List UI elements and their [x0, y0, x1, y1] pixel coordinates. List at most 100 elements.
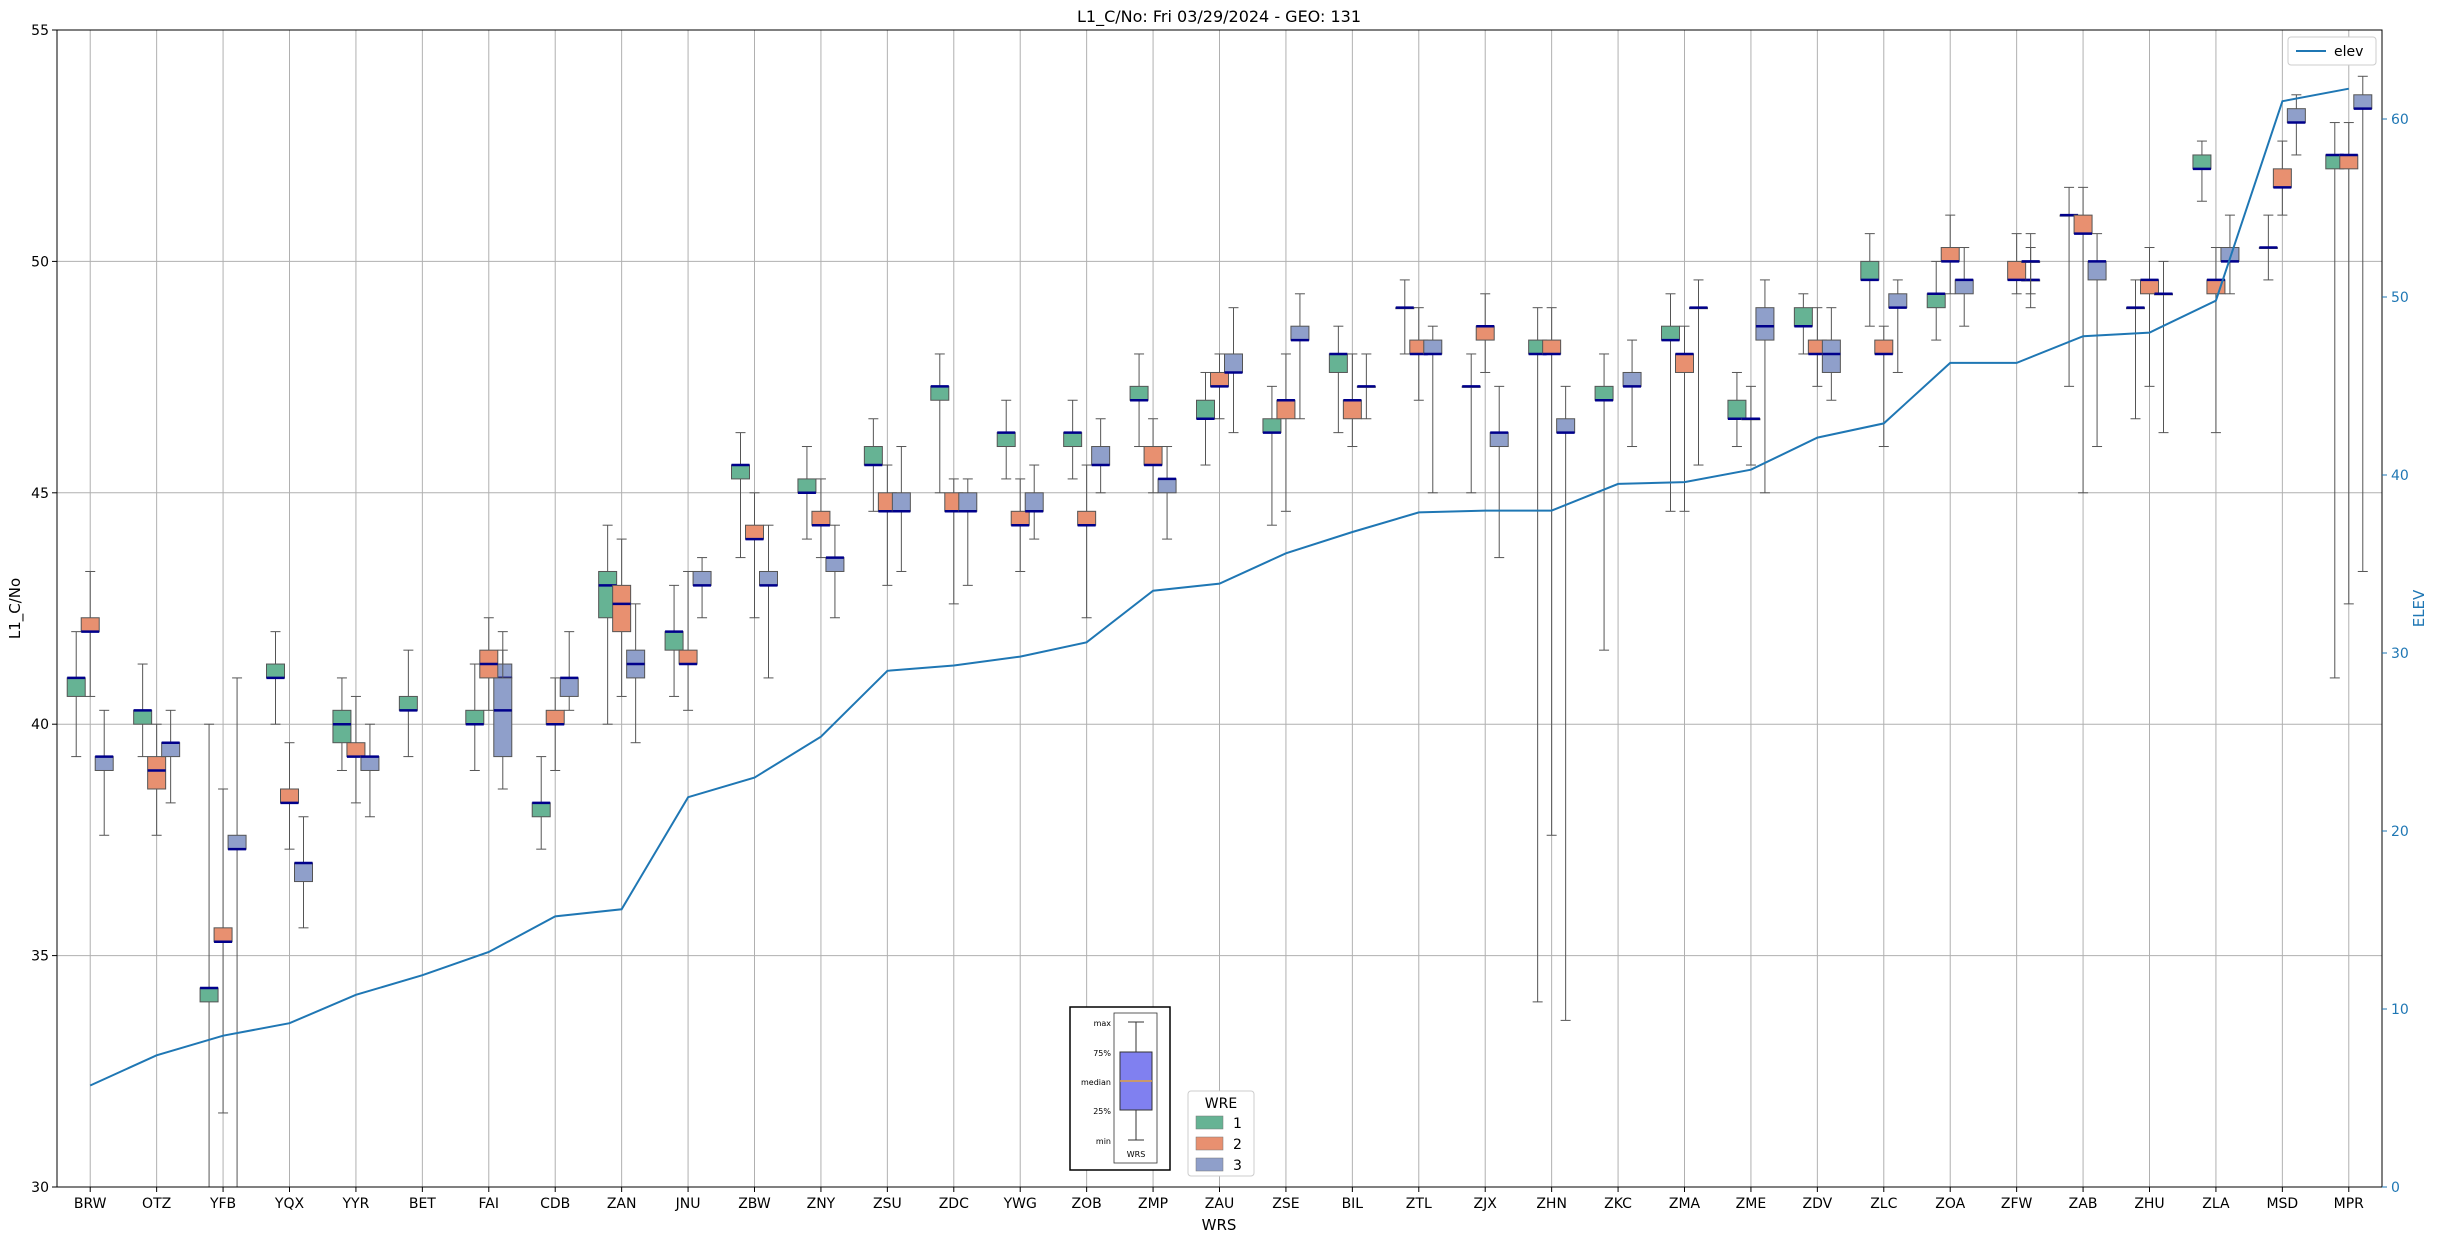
box-iqr — [199, 987, 219, 1003]
box-iqr — [66, 677, 86, 697]
box-iqr — [1622, 371, 1642, 387]
y2-tick-label: 50 — [2391, 290, 2409, 306]
inset-label: 25% — [1093, 1107, 1111, 1116]
box-iqr — [2073, 214, 2093, 235]
box-iqr — [1755, 307, 1775, 341]
box-iqr — [1423, 339, 1443, 355]
box-YFB-wre3 — [227, 677, 247, 1188]
box-ZHU-wre2 — [2140, 247, 2159, 387]
box-iqr — [545, 709, 565, 725]
box-iqr — [294, 862, 313, 883]
elev-line-series — [89, 87, 2349, 1087]
box-YFB-wre1 — [199, 723, 219, 1188]
box-ZBW-wre2 — [745, 492, 764, 619]
box-ZOA-wre1 — [1926, 260, 1946, 341]
box-BRW-wre3 — [94, 709, 114, 836]
box-iqr — [1556, 418, 1576, 434]
x-tick-label: ZMP — [1138, 1196, 1168, 1212]
inset-axis-frame — [1113, 1012, 1158, 1164]
box-iqr — [133, 709, 153, 725]
box-iqr — [891, 492, 911, 512]
box-ZOB-wre1 — [1063, 399, 1083, 480]
box-iqr — [1940, 247, 1960, 262]
x-tick-label: ZAU — [1205, 1196, 1234, 1212]
legend-box — [2287, 36, 2377, 66]
box-iqr — [531, 802, 551, 818]
box-ZJX-wre3 — [1489, 385, 1509, 559]
box-YWG-wre1 — [996, 399, 1016, 480]
box-ZAB-wre1 — [2059, 186, 2079, 387]
box-explanation-inset: max 75% median 25% min WRS — [1069, 1006, 1171, 1171]
box-ZTL-wre3 — [1423, 325, 1443, 494]
box-MSD-wre3 — [2286, 94, 2306, 156]
box-iqr — [1091, 446, 1111, 466]
x-tick-label: ZBW — [738, 1196, 771, 1212]
box-ZFW-wre2 — [2007, 233, 2027, 295]
y2-tick-label: 40 — [2391, 468, 2409, 484]
box-FAI-wre3 — [493, 649, 513, 790]
x-tick-label: ZLC — [1870, 1196, 1897, 1212]
inset-xlabel: WRS — [1127, 1150, 1146, 1159]
y2-axis-label: ELEV — [2410, 589, 2428, 627]
box-iqr — [1342, 399, 1362, 420]
box-iqr — [1489, 432, 1509, 448]
box-ZAN-wre2 — [612, 538, 632, 697]
box-ZKC-wre3 — [1622, 339, 1642, 448]
box-JNU-wre3 — [692, 557, 712, 619]
elev-line — [89, 87, 2349, 1087]
wre-legend-box — [1187, 1090, 1255, 1177]
box-iqr — [1010, 510, 1030, 526]
box-iqr — [1143, 446, 1163, 466]
box-iqr — [1276, 399, 1296, 420]
box-iqr — [2339, 154, 2359, 170]
box-ZAU-wre2 — [1210, 353, 1229, 420]
x-axis: BRW OTZ YFB YQX YYR BET FAI CDB ZAN JNU ZBW ZNY ZSU Z… — [74, 1187, 2364, 1212]
box-iqr — [2007, 260, 2027, 281]
box-iqr — [731, 464, 750, 480]
inset-label: min — [1096, 1137, 1111, 1146]
box-ZMA-wre3 — [1689, 279, 1708, 466]
box-ZJX-wre1 — [1461, 353, 1481, 494]
x-tick-label: YFB — [209, 1196, 236, 1212]
x-tick-label: ZHN — [1536, 1196, 1567, 1212]
box-MPR-wre1 — [2325, 122, 2345, 679]
box-ZSE-wre2 — [1276, 353, 1296, 512]
y2-tick-label: 20 — [2391, 824, 2409, 840]
box-iqr — [1888, 293, 1908, 309]
box-iqr — [692, 570, 712, 586]
box-iqr — [1661, 325, 1680, 341]
box-iqr — [213, 927, 233, 943]
x-tick-label: ZJX — [1474, 1196, 1498, 1212]
x-tick-label: ZMA — [1669, 1196, 1701, 1212]
inset-label: max — [1094, 1019, 1112, 1028]
x-tick-label: ZSE — [1272, 1196, 1299, 1212]
box-ZNY-wre2 — [811, 478, 831, 559]
box-ZDV-wre3 — [1821, 307, 1841, 401]
x-tick-label: ZOA — [1935, 1196, 1965, 1212]
box-MPR-wre2 — [2339, 122, 2359, 605]
box-ZMA-wre1 — [1661, 293, 1680, 512]
box-iqr — [2140, 279, 2159, 295]
x-tick-label: ZSU — [873, 1196, 902, 1212]
box-BIL-wre3 — [1356, 353, 1376, 420]
grid — [57, 29, 2382, 1188]
box-OTZ-wre3 — [161, 709, 181, 804]
wre-legend-label-2: 2 — [1233, 1137, 1242, 1153]
box-iqr — [147, 756, 167, 790]
x-tick-label: ZFW — [2001, 1196, 2033, 1212]
box-iqr — [1196, 399, 1215, 420]
wre-legend-label-1: 1 — [1233, 1116, 1242, 1132]
box-iqr — [94, 756, 114, 771]
box-ZMP-wre2 — [1143, 418, 1163, 494]
box-ZNY-wre1 — [797, 446, 817, 540]
box-iqr — [825, 557, 845, 572]
box-ZHN-wre1 — [1528, 307, 1548, 1003]
box-CDB-wre2 — [545, 677, 565, 771]
box-BIL-wre1 — [1328, 325, 1348, 434]
box-iqr — [1129, 385, 1149, 401]
box-ZSE-wre1 — [1262, 385, 1282, 526]
wre-legend-swatch-1 — [1195, 1115, 1224, 1130]
box-iqr — [1954, 279, 1974, 295]
box-OTZ-wre1 — [133, 663, 153, 758]
